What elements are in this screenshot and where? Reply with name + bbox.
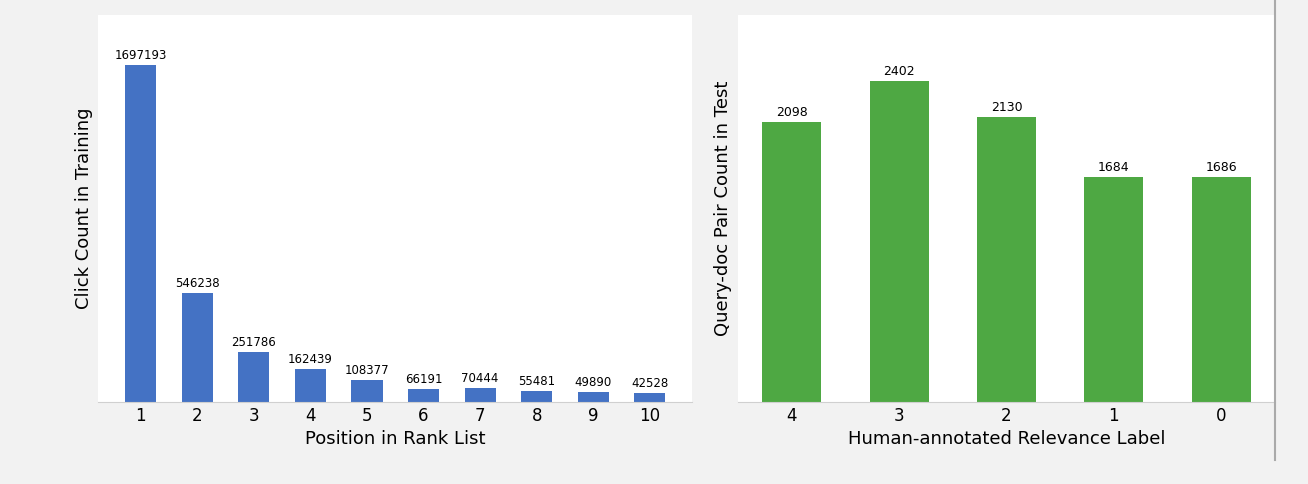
Bar [763,121,821,402]
Text: 1686: 1686 [1206,161,1237,174]
Bar [294,369,326,402]
Text: 251786: 251786 [232,336,276,349]
Text: 2098: 2098 [776,106,807,119]
Bar [464,388,496,402]
Bar [634,393,666,402]
Bar [1084,177,1143,402]
Text: 108377: 108377 [344,364,390,377]
Bar [352,380,382,402]
Bar [578,392,608,402]
Text: 70444: 70444 [462,372,498,385]
Text: 162439: 162439 [288,353,332,366]
Bar [238,352,269,402]
Text: 2402: 2402 [883,65,914,78]
Bar [870,81,929,402]
Text: 1697193: 1697193 [115,49,167,62]
Text: 42528: 42528 [632,378,668,390]
Y-axis label: Query-doc Pair Count in Test: Query-doc Pair Count in Test [714,80,732,336]
Y-axis label: Click Count in Training: Click Count in Training [75,107,93,309]
X-axis label: Human-annotated Relevance Label: Human-annotated Relevance Label [848,430,1165,448]
Bar [126,65,156,402]
Text: 66191: 66191 [404,373,442,386]
Bar [521,391,552,402]
Bar [1192,177,1250,402]
Bar [977,117,1036,402]
Bar [182,293,213,402]
Text: 546238: 546238 [175,277,220,290]
X-axis label: Position in Rank List: Position in Rank List [305,430,485,448]
Text: 2130: 2130 [990,101,1023,114]
Text: 55481: 55481 [518,375,555,388]
Text: 49890: 49890 [574,376,612,389]
Text: 1684: 1684 [1099,161,1130,174]
Bar [408,389,439,402]
